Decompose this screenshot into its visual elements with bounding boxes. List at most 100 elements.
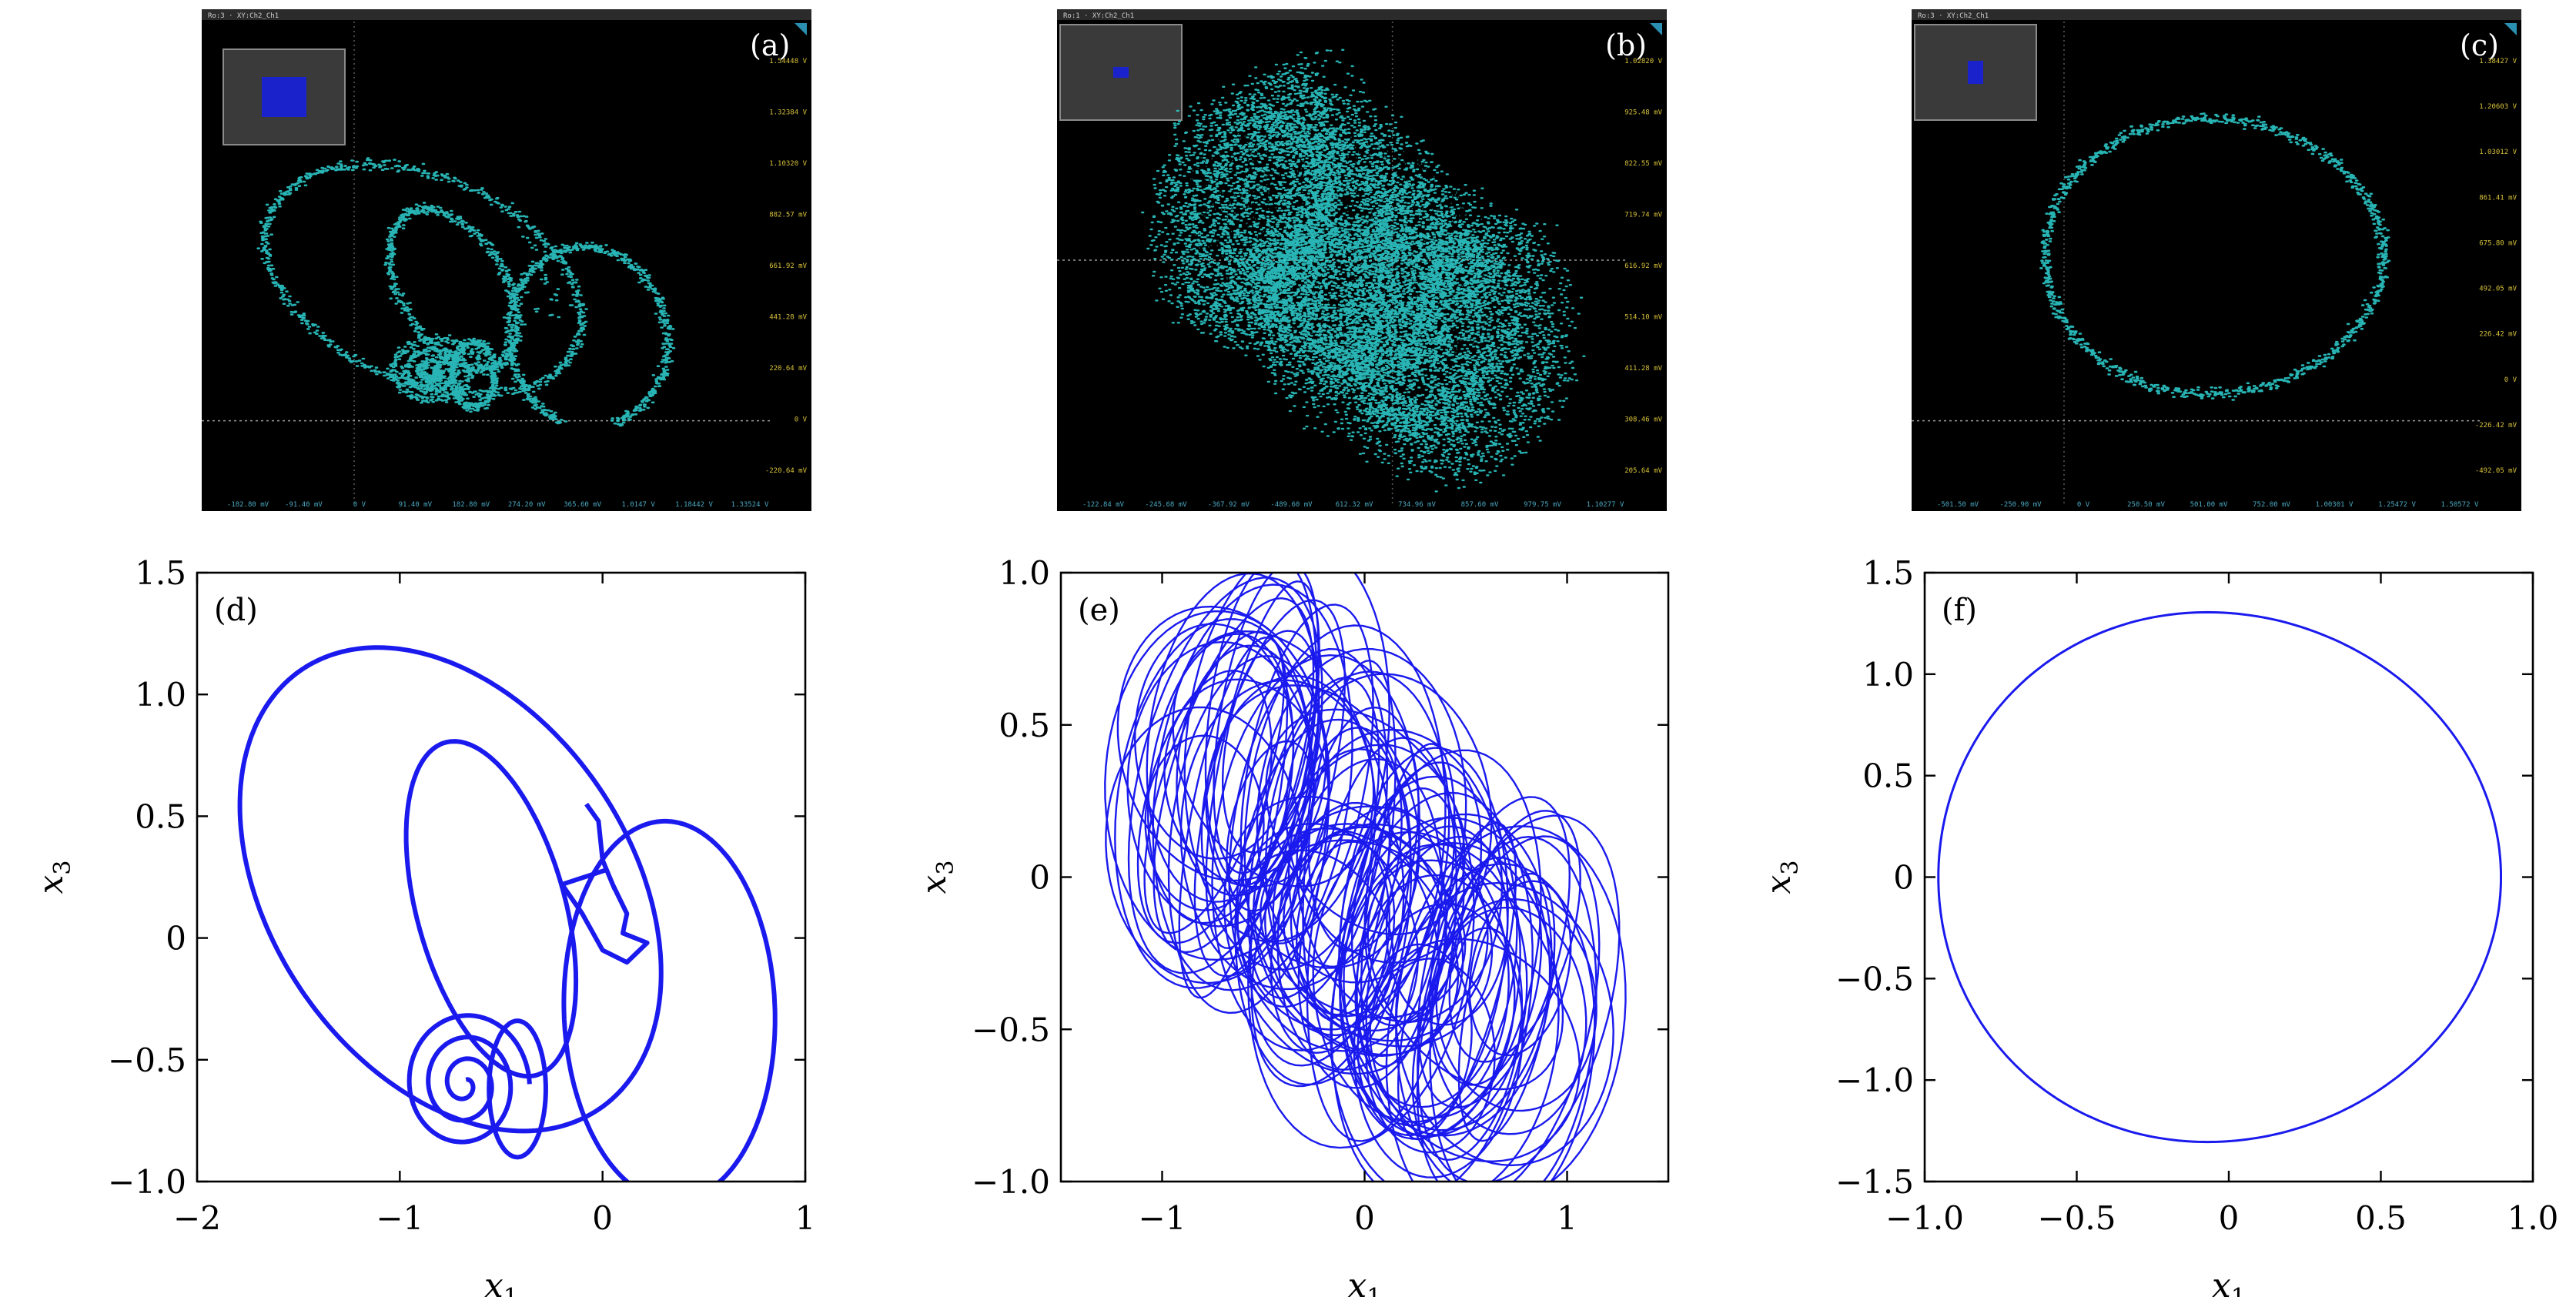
trajectory-line [1353,903,1524,1178]
trajectory-line [1234,718,1413,1086]
scope-y-tick-label: -226.42 mV [2475,422,2517,430]
y-tick-label: 0.5 [1862,757,1914,795]
scope-x-tick-label: 612.32 mV [1336,501,1373,509]
scope-attractor-trace [1141,48,1586,493]
trajectory-line [1365,958,1496,1154]
scope-title-bar [1912,9,2521,20]
trajectory-line [1176,644,1311,897]
scope-attractor-trace [256,157,676,427]
y-tick-label: 0 [1029,859,1050,897]
scope-x-tick-label: 182.80 mV [452,501,490,509]
scope-x-tick-label: 1.33524 V [731,501,769,509]
oscilloscope-panel: Ro:3 · XY:Ch2_Ch1 (c)1.38427 V 1.20603 V 1.… [1912,9,2521,511]
x-tick-label: −0.5 [2038,1199,2116,1237]
scope-title-text: Ro:1 · XY:Ch2_Ch1 [1063,12,1134,20]
plot-panel-label: (f) [1942,593,1977,628]
trajectory-line [1270,833,1390,1054]
scope-y-tick-label: 861.41 mV [2479,194,2517,202]
scope-x-tick-label: 0 V [2077,501,2090,509]
scope-x-tick-label: -250.90 mV [1999,501,2042,509]
y-tick-label: −1.0 [108,1163,186,1201]
trajectory-line [1178,637,1289,999]
x-tick-label: 1 [795,1199,816,1237]
trajectory-line [1172,630,1375,888]
scope-y-tick-label: 1.02820 V [1624,58,1662,65]
trajectory-line [406,1013,532,1145]
oscilloscope-panel: Ro:3 · XY:Ch2_Ch1 (a)1.54448 V 1.32384 V 1.… [202,9,811,511]
scope-title-bar [1057,9,1667,20]
y-tick-label: −0.5 [972,1011,1050,1048]
phase-portrait-panel: −1.0 −0.5 0 0.5 1.0−1.5−1.0−0.500.51.01.5(f)… [1759,554,2558,1297]
trajectory-line [1265,708,1466,936]
scope-x-tick-label: 979.75 mV [1524,501,1561,509]
y-tick-label: 0.5 [135,797,186,835]
trajectory-line [1416,835,1601,1182]
trajectory-line [1356,813,1553,1132]
trajectory-line [487,1018,548,1160]
trajectory-line [1285,673,1493,964]
x-tick-label: −1 [1139,1199,1186,1237]
scope-y-tick-label: 492.05 mV [2479,286,2517,293]
scope-x-tick-label: 0 V [353,501,366,509]
trajectory-line [561,818,778,1182]
scope-x-tick-label: 1.10277 V [1587,501,1624,509]
scope-y-tick-label: 925.48 mV [1624,109,1662,117]
x-tick-label: −1 [376,1199,423,1237]
scope-x-tick-label: 1.50572 V [2441,501,2479,509]
trajectory-line [1193,599,1346,978]
scope-x-tick-label: 1.25472 V [2378,501,2416,509]
x-axis-label-subscript: 1 [2231,1284,2246,1297]
trajectory-line [1429,836,1597,1182]
trajectory-line [1256,648,1467,984]
trajectory-line [1276,758,1443,1071]
trajectory-line [1116,605,1327,882]
scope-y-tick-label: 882.57 mV [769,212,807,219]
scope-x-tick-label: -489.60 mV [1270,501,1313,509]
scope-x-tick-label: 1.00301 V [2316,501,2354,509]
scope-x-tick-label: 734.96 mV [1398,501,1436,509]
scope-corner-marker [2504,23,2517,35]
x-axis-label-base: x [1348,1266,1367,1297]
trajectory-line [1146,573,1320,903]
x-axis-label-subscript: 1 [1367,1284,1381,1297]
trajectory-line [1296,841,1396,1016]
y-tick-label: −1.0 [1835,1061,1914,1099]
scope-title-bar [202,9,811,20]
scope-y-tick-label: 1.20603 V [2479,103,2517,111]
scope-y-tick-label: 205.64 mV [1624,467,1662,475]
scope-y-tick-label: 616.92 mV [1624,262,1662,270]
y-axis-label-subscript: 3 [932,861,959,875]
scope-y-tick-label: 1.54448 V [769,58,807,65]
scope-x-tick-label: 857.60 mV [1461,501,1499,509]
scope-y-tick-label: -220.64 mV [765,467,808,475]
scope-x-tick-label: -501.50 mV [1937,501,1979,509]
scope-y-tick-label: 220.64 mV [769,365,807,373]
scope-overview-region [1113,67,1129,78]
scope-panel-label: (a) [750,28,790,62]
scope-y-tick-label: 1.03012 V [2479,149,2517,156]
scope-attractor-trace [2039,112,2391,401]
trajectory-line [1253,827,1460,1056]
trajectory-line [1134,623,1295,860]
x-axis-label: x1 [2212,1266,2246,1297]
plot-panel-label: (e) [1078,593,1120,628]
scope-x-tick-label: 501.00 mV [2190,501,2228,509]
y-tick-label: 1.0 [1862,656,1914,694]
trajectory-group [237,645,778,1182]
trajectory-line [1127,577,1323,974]
scope-y-tick-label: 441.28 mV [769,314,807,322]
scope-title-text: Ro:3 · XY:Ch2_Ch1 [208,12,279,20]
scope-y-tick-label: 675.80 mV [2479,239,2517,247]
x-axis-label-base: x [2212,1266,2231,1297]
scope-attractor-halo [1186,121,1509,366]
trajectory-group [1104,573,1627,1182]
trajectory-line [1457,872,1556,1142]
trajectory-line [1179,679,1391,991]
y-axis-label-base: x [915,874,954,894]
y-tick-label: 1.0 [135,676,186,714]
simulation-row: −2−101−1.0−0.500.51.01.5(d)x1x3−101−1.0−… [32,554,2558,1297]
trajectory-line [1307,707,1420,952]
scope-x-tick-label: 752.00 mV [2253,501,2290,509]
scope-x-tick-label: 365.60 mV [564,501,601,509]
scope-panel-label: (b) [1605,28,1647,62]
